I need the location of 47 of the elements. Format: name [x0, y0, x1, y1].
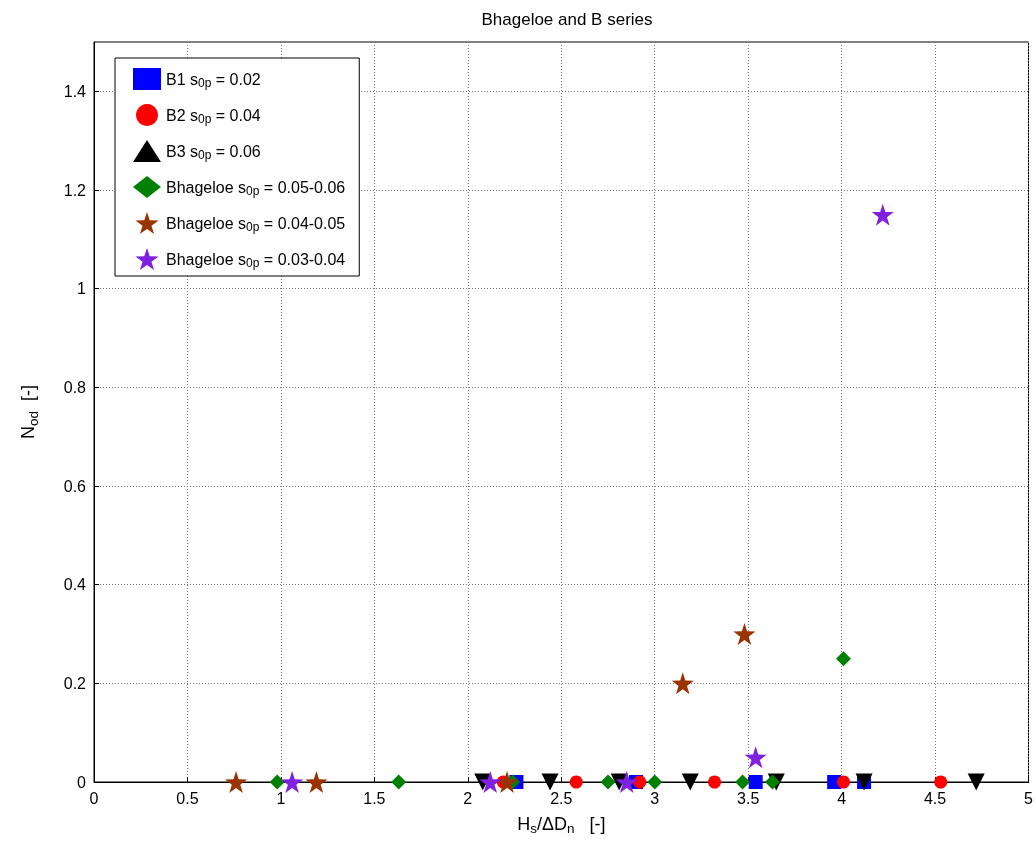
- point: [615, 771, 638, 793]
- point: [569, 775, 583, 789]
- point: [934, 775, 948, 789]
- point: [391, 774, 407, 790]
- x-tick-label: 1: [276, 789, 286, 807]
- x-tick-label: 3: [650, 789, 660, 807]
- x-tick-label: 0.5: [176, 789, 199, 807]
- y-tick-label: 0.6: [63, 477, 87, 495]
- point: [647, 774, 663, 790]
- point: [708, 775, 722, 789]
- x-tick-label: 5: [1024, 789, 1034, 807]
- y-tick-label: 0: [77, 773, 87, 791]
- y-tick-label: 0.2: [63, 674, 87, 692]
- x-tick-label: 0: [89, 789, 99, 807]
- point: [633, 775, 647, 789]
- point: [681, 773, 699, 791]
- point: [671, 672, 694, 695]
- point: [281, 771, 304, 793]
- x-tick-label: 4: [837, 789, 847, 807]
- x-tick-label: 3.5: [737, 789, 760, 807]
- point: [836, 651, 852, 667]
- point: [837, 775, 851, 789]
- point: [600, 774, 616, 790]
- point: [269, 774, 285, 790]
- point: [496, 771, 519, 793]
- x-tick-label: 4.5: [923, 789, 947, 807]
- x-tick-label: 2: [463, 789, 473, 807]
- point: [748, 775, 763, 789]
- chart-title: Bhageloe and B series: [481, 10, 653, 29]
- y-axis-title: Nod [-]: [18, 384, 41, 440]
- point: [541, 773, 559, 791]
- y-tick-label: 1.2: [63, 181, 87, 199]
- point: [225, 771, 248, 793]
- point: [305, 771, 328, 793]
- y-tick-label: 1: [77, 280, 87, 298]
- x-tick-label: 1.5: [363, 789, 386, 807]
- y-tick-label: 0.4: [63, 576, 87, 594]
- point: [967, 773, 985, 791]
- point: [479, 771, 502, 793]
- point: [871, 203, 894, 226]
- point: [744, 746, 767, 769]
- y-tick-label: 1.4: [63, 82, 87, 100]
- point: [764, 774, 780, 790]
- point: [733, 623, 756, 645]
- y-tick-label: 0.8: [63, 378, 87, 396]
- x-tick-label: 2.5: [550, 789, 573, 807]
- point: [735, 774, 751, 790]
